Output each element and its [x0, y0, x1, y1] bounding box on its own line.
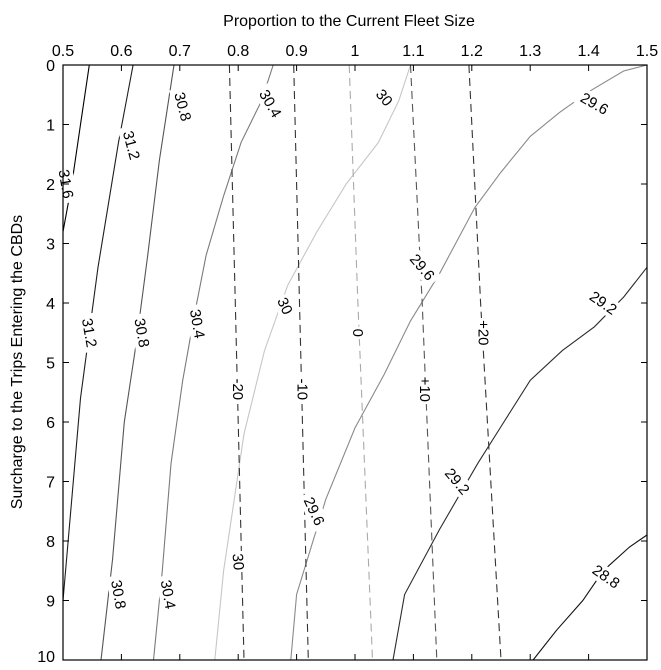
dashed-contour-3	[409, 64, 438, 661]
contour-label-group-18: -20	[229, 374, 248, 405]
x-tick-label-1: 0.6	[110, 43, 132, 60]
contour-label-group-22: +20	[474, 318, 493, 348]
contour-label-bg-1	[117, 124, 145, 166]
contour-label-16: 30.4	[157, 579, 179, 611]
x-tick-label-5: 1	[351, 43, 360, 60]
contour-label-bg-14	[585, 558, 627, 595]
y-axis-label: Surcharge to the Trips Entering the CBDs	[9, 215, 26, 509]
solid-contour-3	[152, 64, 274, 661]
contour-label-bg-22	[474, 318, 493, 348]
contour-label-group-4: 30	[370, 83, 398, 112]
contour-label-group-6: 31.2	[77, 312, 102, 354]
contour-label-2: 30.8	[170, 91, 194, 124]
y-tick-label-1: 1	[46, 118, 55, 135]
contour-label-bg-5	[573, 86, 616, 121]
x-tick-label-7: 1.2	[461, 43, 483, 60]
contour-label-bg-15	[106, 574, 131, 615]
dashed-contour-1	[293, 64, 309, 661]
contour-label-18: -20	[229, 378, 246, 400]
x-tick-label-2: 0.7	[169, 43, 191, 60]
contour-label-bg-18	[229, 374, 248, 405]
x-tick-label-0: 0.5	[52, 43, 74, 60]
solid-contour-1	[62, 64, 134, 601]
y-tick-label-0: 0	[46, 58, 55, 75]
contour-label-15: 30.8	[107, 579, 129, 611]
contour-label-bg-17	[228, 550, 249, 574]
contour-label-group-9: 30	[272, 292, 298, 320]
contour-labels: 31.631.230.8 30.4 30 29.631.2 30.8 30.43029.6…	[53, 82, 627, 615]
x-tick-label-9: 1.4	[577, 43, 599, 60]
contour-label-group-1: 31.2	[117, 124, 145, 166]
contour-label-7: 30.8	[130, 317, 152, 349]
solid-contour-0	[62, 64, 90, 232]
contour-label-22: +20	[475, 320, 492, 345]
dashed-contour-2	[348, 64, 374, 661]
y-axis-ticks: 0 1 2 3 4 5 6 7 8 9 10	[37, 58, 647, 666]
contour-label-bg-3	[253, 82, 288, 125]
contour-label-bg-2	[169, 86, 197, 128]
contour-label-bg-16	[155, 574, 181, 615]
x-tick-label-4: 0.9	[285, 43, 307, 60]
dashed-contour-4	[468, 64, 502, 661]
y-tick-label-10: 10	[37, 649, 55, 665]
contour-label-bg-9	[272, 292, 298, 320]
y-tick-label-7: 7	[46, 475, 55, 492]
contour-label-bg-7	[129, 312, 154, 354]
y-tick-label-2: 2	[46, 177, 55, 194]
contour-label-bg-13	[438, 461, 477, 502]
y-tick-label-6: 6	[46, 415, 55, 432]
contour-label-group-15: 30.8	[106, 574, 131, 615]
contour-label-bg-6	[77, 312, 102, 354]
contour-label-6: 31.2	[78, 317, 100, 349]
contour-label-bg-4	[370, 83, 398, 112]
contour-label-group-17: 30	[228, 550, 249, 574]
contour-lines	[62, 64, 648, 661]
contour-label-group-19: -10	[293, 374, 312, 405]
x-tick-label-8: 1.3	[519, 43, 541, 60]
contour-label-bg-21	[416, 374, 435, 405]
contour-label-8: 30.4	[186, 308, 208, 340]
contour-label-bg-10	[403, 246, 442, 288]
x-tick-label-3: 0.8	[227, 43, 249, 60]
contour-label-group-8: 30.4	[185, 303, 210, 345]
x-axis-ticks: 0.5 0.6 0.7 0.8 0.9 1 1.1 1.2 1.3 1.4 1.5	[52, 43, 658, 660]
y-tick-label-4: 4	[46, 296, 55, 313]
contour-label-bg-12	[297, 490, 331, 533]
x-tick-label-6: 1.1	[402, 43, 424, 60]
contour-label-19: -10	[293, 378, 310, 400]
y-tick-label-5: 5	[46, 356, 55, 373]
contour-label-group-20: 0	[348, 326, 367, 340]
contour-label-20: 0	[349, 329, 366, 337]
contour-label-21: +10	[416, 377, 433, 402]
contour-label-17: 30	[229, 553, 247, 571]
x-axis-label: Proportion to the Current Fleet Size	[223, 13, 475, 30]
contour-label-group-7: 30.8	[129, 312, 154, 354]
contour-label-bg-20	[348, 326, 367, 340]
solid-contour-4	[214, 64, 412, 661]
contour-label-bg-19	[293, 374, 312, 405]
contour-label-group-16: 30.4	[155, 574, 181, 615]
solid-contour-7	[532, 534, 648, 661]
contour-label-bg-8	[185, 303, 210, 345]
y-tick-label-8: 8	[46, 534, 55, 551]
contour-label-1: 31.2	[119, 129, 143, 162]
contour-label-bg-11	[582, 284, 624, 322]
x-tick-label-10: 1.5	[636, 43, 658, 60]
contour-label-group-2: 30.8	[169, 86, 197, 128]
y-tick-label-3: 3	[46, 237, 55, 254]
contour-label-9: 30	[273, 295, 295, 317]
dashed-contour-0	[228, 64, 245, 661]
contour-label-group-21: +10	[416, 374, 435, 405]
y-tick-label-9: 9	[46, 594, 55, 611]
